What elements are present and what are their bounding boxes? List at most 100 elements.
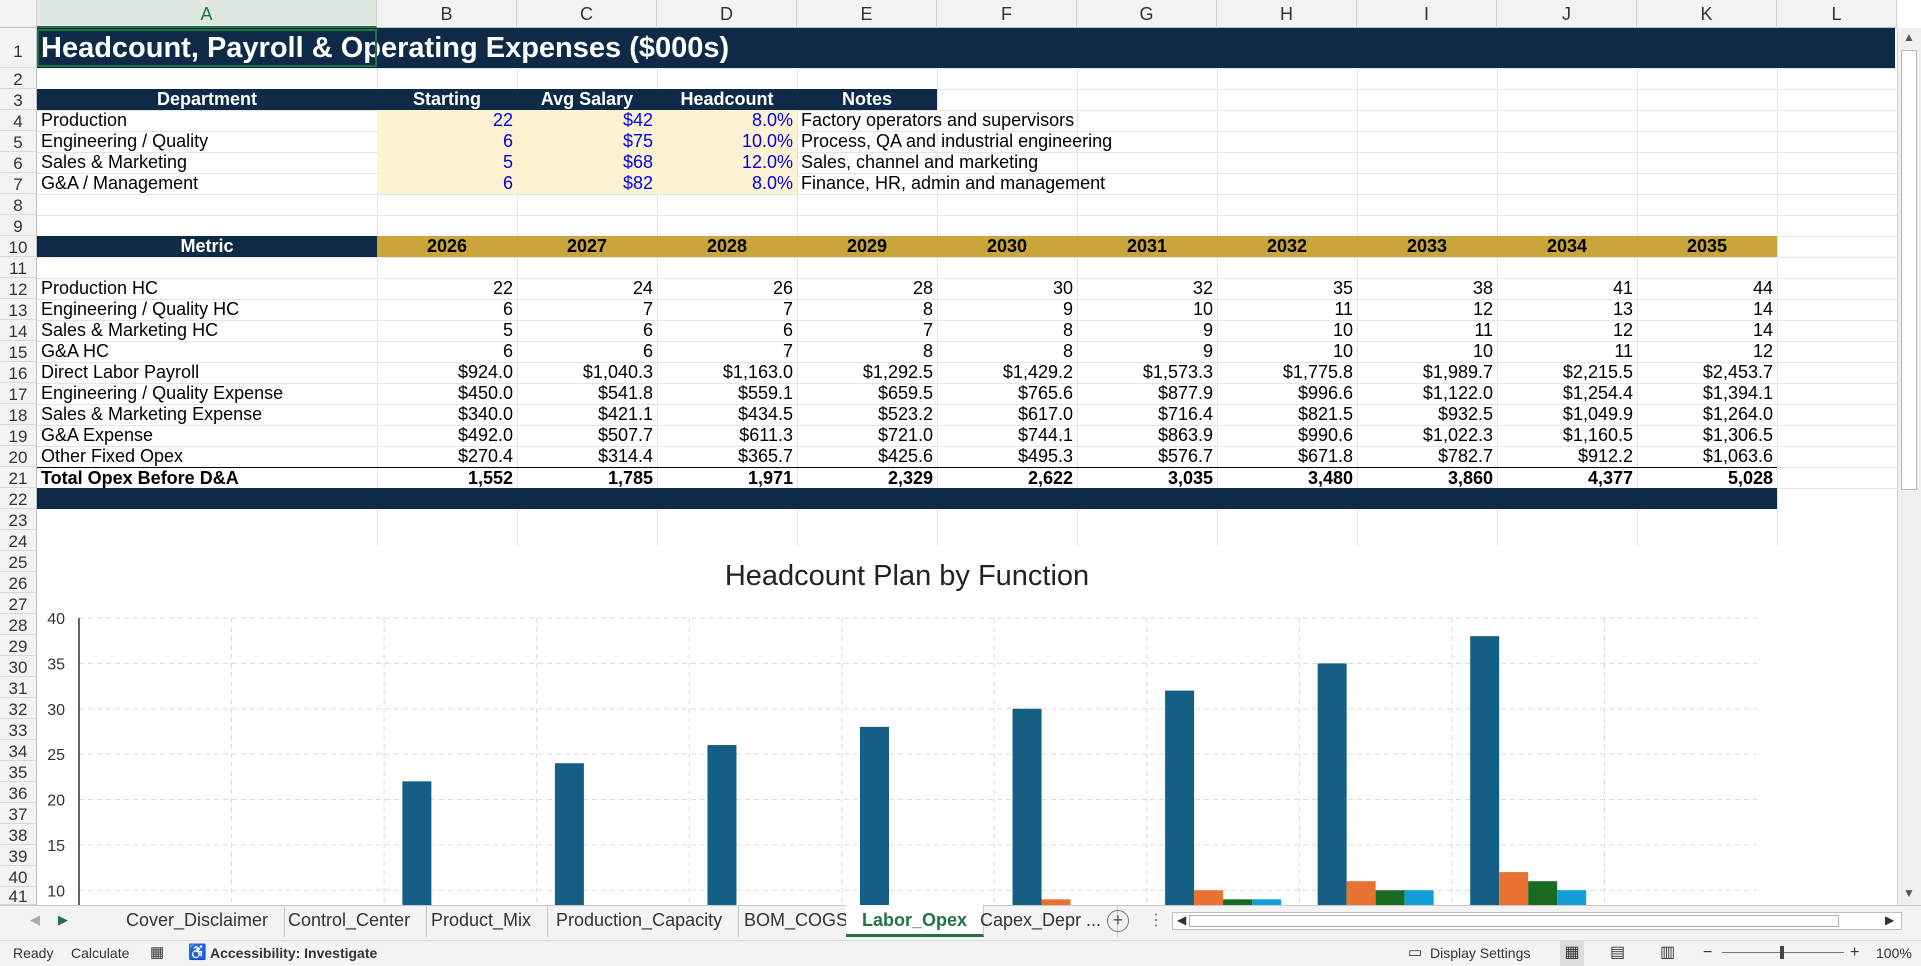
- column-header[interactable]: H: [1217, 0, 1357, 28]
- chart-bar[interactable]: [860, 726, 889, 905]
- column-header[interactable]: J: [1497, 0, 1637, 28]
- chart-bar[interactable]: [1499, 872, 1529, 905]
- row-header[interactable]: 26: [0, 572, 37, 593]
- sheet-tab[interactable]: Cover_Disclaimer: [110, 905, 286, 937]
- sheet-tab[interactable]: Capex_Depr ...: [964, 905, 1119, 937]
- row-header[interactable]: 5: [0, 131, 37, 152]
- row-header[interactable]: 10: [0, 236, 37, 257]
- sheet-tab[interactable]: Labor_Opex: [846, 905, 985, 937]
- status-calculate-button[interactable]: Calculate: [71, 945, 130, 961]
- add-sheet-icon[interactable]: +: [1107, 910, 1129, 932]
- sheet-tab[interactable]: Control_Center: [272, 905, 428, 937]
- normal-view-icon[interactable]: ▦: [1560, 940, 1584, 966]
- row-header[interactable]: 4: [0, 110, 37, 131]
- horizontal-scrollbar[interactable]: ◀ ▶: [1172, 912, 1902, 930]
- row-header[interactable]: 39: [0, 845, 37, 866]
- row-header[interactable]: 32: [0, 698, 37, 719]
- chart-bar[interactable]: [1470, 636, 1500, 905]
- chart-bar[interactable]: [707, 745, 737, 905]
- column-header[interactable]: C: [517, 0, 657, 28]
- tab-split-handle-icon[interactable]: ⋮: [1148, 912, 1164, 929]
- column-header[interactable]: B: [377, 0, 517, 28]
- row-header[interactable]: 11: [0, 257, 37, 278]
- row-header[interactable]: 37: [0, 803, 37, 824]
- vertical-scroll-thumb[interactable]: [1901, 50, 1917, 490]
- chart-bar[interactable]: [1252, 899, 1282, 905]
- chart-bar[interactable]: [1346, 881, 1376, 905]
- row-header[interactable]: 15: [0, 341, 37, 362]
- row-header[interactable]: 25: [0, 551, 37, 572]
- sheet-tab[interactable]: Product_Mix: [415, 905, 549, 937]
- row-header[interactable]: 28: [0, 614, 37, 635]
- row-header[interactable]: 33: [0, 719, 37, 740]
- chart-bar[interactable]: [1194, 890, 1224, 905]
- row-header[interactable]: 3: [0, 89, 37, 110]
- row-header[interactable]: 9: [0, 215, 37, 236]
- column-header[interactable]: I: [1357, 0, 1497, 28]
- row-header[interactable]: 8: [0, 194, 37, 215]
- column-header[interactable]: A: [37, 0, 377, 28]
- display-settings-button[interactable]: Display Settings: [1430, 945, 1531, 961]
- row-header[interactable]: 29: [0, 635, 37, 656]
- page-layout-view-icon[interactable]: ▤: [1610, 944, 1626, 961]
- chart-bar[interactable]: [1557, 890, 1587, 905]
- hscroll-right-arrow-icon[interactable]: ▶: [1885, 913, 1895, 927]
- column-header[interactable]: E: [797, 0, 937, 28]
- chart-bar[interactable]: [402, 781, 432, 905]
- chart-bar[interactable]: [1012, 708, 1042, 905]
- row-header[interactable]: 17: [0, 383, 37, 404]
- row-header[interactable]: 27: [0, 593, 37, 614]
- chart-bar[interactable]: [1165, 690, 1195, 905]
- row-header[interactable]: 35: [0, 761, 37, 782]
- column-header[interactable]: F: [937, 0, 1077, 28]
- select-all-corner[interactable]: [0, 0, 37, 28]
- status-accessibility[interactable]: Accessibility: Investigate: [210, 945, 378, 961]
- page-break-view-icon[interactable]: ▥: [1660, 944, 1676, 961]
- row-header[interactable]: 20: [0, 446, 37, 467]
- chart-bar[interactable]: [1375, 890, 1405, 905]
- row-header[interactable]: 38: [0, 824, 37, 845]
- row-header[interactable]: 2: [0, 68, 37, 89]
- row-header[interactable]: 13: [0, 299, 37, 320]
- tab-scroll-right-icon[interactable]: ▶: [58, 912, 68, 927]
- row-header[interactable]: 22: [0, 488, 37, 509]
- row-header[interactable]: 18: [0, 404, 37, 425]
- vertical-scrollbar[interactable]: ▲ ▼: [1897, 28, 1921, 905]
- row-header[interactable]: 30: [0, 656, 37, 677]
- chart-bar[interactable]: [1041, 899, 1071, 905]
- row-header[interactable]: 40: [0, 866, 37, 887]
- headcount-chart[interactable]: Headcount Plan by Function 40 35 30 25 20 15 1…: [37, 546, 1777, 905]
- horizontal-scroll-thumb[interactable]: [1189, 915, 1839, 927]
- row-header[interactable]: 34: [0, 740, 37, 761]
- row-header[interactable]: 24: [0, 530, 37, 551]
- scroll-down-arrow-icon[interactable]: ▼: [1903, 886, 1915, 900]
- sheet-tab[interactable]: Production_Capacity: [540, 905, 740, 937]
- chart-bar[interactable]: [1404, 890, 1434, 905]
- chart-bar[interactable]: [1317, 663, 1347, 905]
- row-header[interactable]: 16: [0, 362, 37, 383]
- column-header[interactable]: K: [1637, 0, 1777, 28]
- chart-bar[interactable]: [554, 763, 584, 905]
- row-header[interactable]: 36: [0, 782, 37, 803]
- zoom-out-icon[interactable]: −: [1703, 944, 1713, 961]
- row-header[interactable]: 41: [0, 887, 37, 905]
- row-header[interactable]: 12: [0, 278, 37, 299]
- column-header[interactable]: L: [1777, 0, 1897, 28]
- row-header[interactable]: 19: [0, 425, 37, 446]
- row-header[interactable]: 1: [0, 28, 37, 68]
- column-header[interactable]: G: [1077, 0, 1217, 28]
- scroll-up-arrow-icon[interactable]: ▲: [1903, 30, 1915, 44]
- zoom-slider-thumb[interactable]: [1780, 946, 1784, 959]
- active-cell-selection[interactable]: [37, 29, 377, 67]
- macro-record-icon[interactable]: ▦: [150, 944, 165, 961]
- zoom-in-icon[interactable]: +: [1850, 944, 1860, 961]
- tab-scroll-left-icon[interactable]: ◀: [30, 912, 40, 927]
- row-header[interactable]: 7: [0, 173, 37, 194]
- chart-bar[interactable]: [1528, 881, 1558, 905]
- row-header[interactable]: 31: [0, 677, 37, 698]
- row-header[interactable]: 6: [0, 152, 37, 173]
- row-header[interactable]: 14: [0, 320, 37, 341]
- row-header[interactable]: 21: [0, 467, 37, 488]
- column-header[interactable]: D: [657, 0, 797, 28]
- sheet-tab[interactable]: BOM_COGS: [728, 905, 866, 937]
